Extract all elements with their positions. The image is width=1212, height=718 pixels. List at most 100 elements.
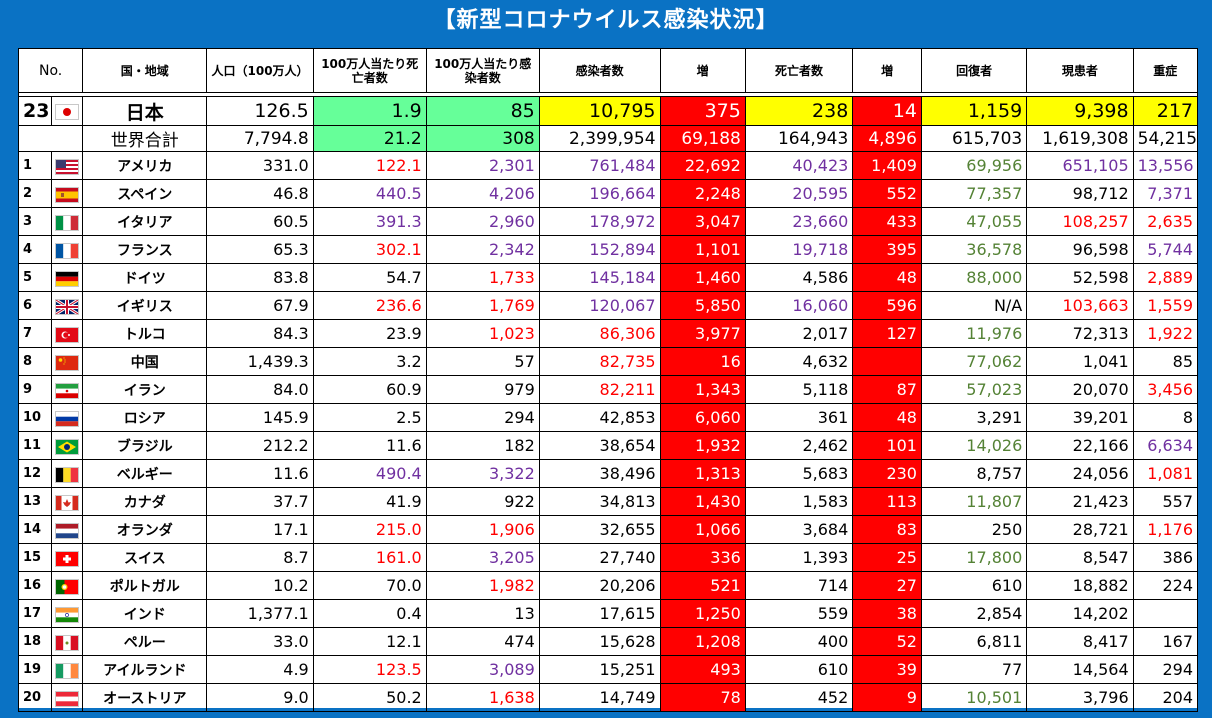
world-no [17,125,84,152]
row-deaths-per-million: 302.1 [312,235,427,264]
row-active: 24,056 [1026,459,1134,488]
row-deaths: 559 [744,599,854,628]
table-body: No. 国・地域 人口（100万人） 100万人当たり死亡者数 100万人当たり… [17,48,1199,712]
row-country-name: カナダ [82,487,208,516]
row-cases: 20,206 [538,571,661,600]
japan-serious: 217 [1132,96,1199,126]
table-row: 4 フランス 65.3 302.1 2,342 152,894 1,101 19,718 395… [17,235,1199,264]
row-deaths: 23,660 [744,207,854,236]
row-deaths-increase: 48 [852,403,922,432]
row-deaths-increase: 127 [852,319,922,348]
row-serious: 557 [1132,487,1199,516]
row-cases-per-million: 1,023 [425,319,540,348]
world-recovered: 615,703 [920,125,1028,152]
japan-recovered: 1,159 [920,96,1028,126]
row-serious: 224 [1132,571,1199,600]
row-recovered: 250 [920,515,1028,544]
row-country-name: フランス [82,235,208,264]
world-cases: 2,399,954 [538,125,661,152]
row-no: 7 [17,319,53,348]
peru-flag-icon [55,634,80,651]
row-cases: 14,749 [538,683,661,712]
row-population: 84.3 [206,319,314,348]
row-country-name: スイス [82,543,208,572]
row-recovered: 47,055 [920,207,1028,236]
row-deaths: 2,462 [744,431,854,460]
japan-row: 23 日本 126.5 1.9 85 10,795 375 238 14 1,1… [17,96,1199,126]
row-deaths-per-million: 440.5 [312,179,427,208]
row-cases-per-million: 294 [425,403,540,432]
row-deaths-increase: 27 [852,571,922,600]
row-flag-cell [51,627,84,656]
row-active: 3,796 [1026,683,1134,712]
row-country-name: オーストリア [82,683,208,712]
row-cases-increase: 336 [659,543,746,572]
row-deaths-per-million: 391.3 [312,207,427,236]
world-name: 世界合計 [82,125,208,152]
row-no: 19 [17,655,53,684]
row-cases-per-million: 1,906 [425,515,540,544]
austria-flag-icon [55,690,80,707]
row-flag-cell [51,459,84,488]
row-deaths-per-million: 41.9 [312,487,427,516]
row-flag-cell [51,207,84,236]
row-flag-cell [51,431,84,460]
row-cases: 17,615 [538,599,661,628]
row-active: 28,721 [1026,515,1134,544]
row-country-name: ブラジル [82,431,208,460]
row-cases: 27,740 [538,543,661,572]
row-deaths-increase: 101 [852,431,922,460]
brazil-flag-icon [55,438,80,455]
row-cases: 196,664 [538,179,661,208]
row-cases-increase: 1,343 [659,375,746,404]
row-cases: 145,184 [538,263,661,292]
row-deaths: 5,683 [744,459,854,488]
table-row: 2 スペイン 46.8 440.5 4,206 196,664 2,248 20,595 552… [17,179,1199,208]
header-population: 人口（100万人） [206,48,314,93]
row-flag-cell [51,179,84,208]
japan-flag-cell [51,96,84,126]
table-row: 17 インド 1,377.1 0.4 13 17,615 1,250 559 38 2,854 14… [17,599,1199,628]
table-row: 6 イギリス 67.9 236.6 1,769 120,067 5,850 16,060 596… [17,291,1199,320]
russia-flag-icon [55,410,80,427]
row-cases-increase: 78 [659,683,746,712]
row-population: 67.9 [206,291,314,320]
row-population: 212.2 [206,431,314,460]
germany-flag-icon [55,270,80,287]
row-no: 3 [17,207,53,236]
row-serious: 13,556 [1132,151,1199,180]
row-country-name: ペルー [82,627,208,656]
world-cases-per-million: 308 [425,125,540,152]
row-serious: 2,635 [1132,207,1199,236]
row-recovered: 8,757 [920,459,1028,488]
italy-flag-icon [55,214,80,231]
row-deaths-per-million: 215.0 [312,515,427,544]
row-serious: 1,559 [1132,291,1199,320]
row-flag-cell [51,291,84,320]
row-active: 96,598 [1026,235,1134,264]
row-deaths-per-million: 12.1 [312,627,427,656]
row-deaths-per-million: 161.0 [312,543,427,572]
row-active: 72,313 [1026,319,1134,348]
row-cases-per-million: 1,982 [425,571,540,600]
table-row: 13 カナダ 37.7 41.9 922 34,813 1,430 1,583 113 11,80… [17,487,1199,516]
table-row: 11 ブラジル 212.2 11.6 182 38,654 1,932 2,462 101 14,… [17,431,1199,460]
row-country-name: イタリア [82,207,208,236]
row-country-name: アメリカ [82,151,208,180]
table-row: 1 アメリカ 331.0 122.1 2,301 761,484 22,692 40,423 1… [17,151,1199,180]
row-deaths-increase: 83 [852,515,922,544]
row-population: 331.0 [206,151,314,180]
row-cases-increase: 3,977 [659,319,746,348]
row-country-name: 中国 [82,347,208,376]
row-cases-increase: 2,248 [659,179,746,208]
row-serious: 85 [1132,347,1199,376]
row-country-name: オランダ [82,515,208,544]
row-recovered: 36,578 [920,235,1028,264]
row-recovered: 11,976 [920,319,1028,348]
row-serious: 386 [1132,543,1199,572]
row-no: 4 [17,235,53,264]
iran-flag-icon [55,382,80,399]
row-recovered: 77,357 [920,179,1028,208]
row-deaths-per-million: 50.2 [312,683,427,712]
row-country-name: ポルトガル [82,571,208,600]
